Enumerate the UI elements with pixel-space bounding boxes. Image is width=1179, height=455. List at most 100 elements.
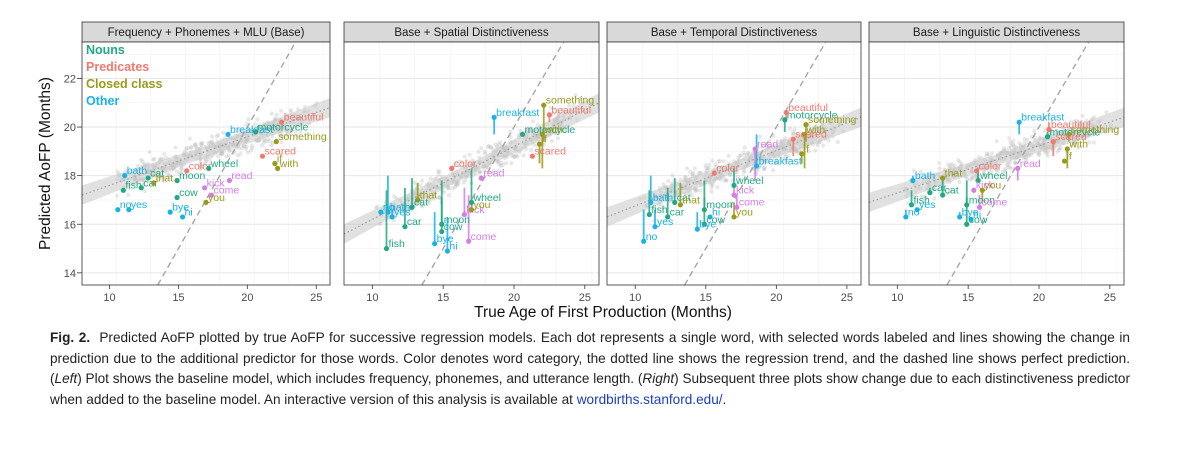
legend-item: Closed class <box>86 77 162 91</box>
word-point-moon <box>174 177 180 184</box>
legend: Nouns Predicates Closed class Other <box>86 43 162 108</box>
background-point <box>198 161 203 166</box>
background-point <box>771 160 776 165</box>
background-point <box>162 152 167 157</box>
background-point <box>1055 149 1060 154</box>
background-point <box>161 178 166 183</box>
background-point <box>762 165 767 170</box>
word-label-cat: cat <box>945 185 959 197</box>
background-point <box>726 153 731 158</box>
background-point <box>493 142 498 147</box>
word-point-kick <box>971 187 977 193</box>
background-point <box>193 145 198 150</box>
background-point <box>1036 152 1041 158</box>
figure-caption: Fig. 2. Predicted AoFP plotted by true A… <box>50 328 1130 410</box>
background-point <box>812 148 818 153</box>
word-point-moon <box>964 202 970 208</box>
caption-text: Predicted AoFP plotted by true AoFP for … <box>50 330 1130 386</box>
word-point-fish <box>120 187 126 193</box>
background-point <box>1080 113 1085 119</box>
background-point <box>781 156 786 161</box>
background-point <box>253 122 258 127</box>
perfect-prediction-line <box>421 42 565 285</box>
background-point <box>236 145 242 151</box>
background-point <box>820 143 826 148</box>
background-point <box>715 185 720 190</box>
background-point <box>1036 152 1041 157</box>
background-point <box>1091 115 1097 120</box>
y-tick-label: 20 <box>64 122 76 134</box>
background-point <box>1074 118 1079 123</box>
background-point <box>1045 149 1051 154</box>
caption-link[interactable]: wordbirths.stanford.edu/ <box>576 391 723 407</box>
background-point <box>241 144 246 149</box>
background-point <box>426 197 431 202</box>
background-point <box>989 151 994 156</box>
word-point-cow <box>701 221 707 227</box>
panel-frame <box>343 41 600 286</box>
background-point <box>460 160 465 165</box>
background-point <box>911 168 916 173</box>
background-point <box>549 138 555 144</box>
word-point-if <box>536 141 543 147</box>
background-point <box>528 126 533 131</box>
panel-frame <box>868 41 1125 286</box>
word-label-scared: scared <box>795 129 827 141</box>
word-point-fish <box>646 211 652 218</box>
background-point <box>573 93 578 98</box>
word-point-color <box>184 168 190 174</box>
background-point <box>200 140 205 145</box>
word-point-that <box>151 180 157 186</box>
word-point-cow <box>174 194 180 201</box>
background-point <box>1032 128 1037 133</box>
background-point <box>248 148 253 153</box>
panel-title: Frequency + Phonemes + MLU (Base) <box>108 27 305 39</box>
background-point <box>924 195 929 200</box>
background-point <box>207 140 212 145</box>
word-label-yes: yes <box>919 199 935 211</box>
background-point <box>945 162 951 167</box>
background-point <box>496 161 502 167</box>
panel-1: Frequency + Phonemes + MLU (Base) bath cat… <box>81 21 331 304</box>
word-point-hi <box>707 214 713 220</box>
background-point <box>1072 119 1077 124</box>
background-point <box>215 132 221 138</box>
background-point <box>977 155 982 160</box>
background-point <box>532 143 537 148</box>
panel-frame <box>606 41 862 286</box>
word-point-color <box>974 168 980 174</box>
word-point-beautiful <box>279 119 285 125</box>
word-label-cow: cow <box>969 214 988 226</box>
x-tick-label: 25 <box>579 292 591 304</box>
word-point-yes <box>914 207 920 213</box>
background-point <box>198 166 203 171</box>
background-point <box>437 169 442 174</box>
word-label-color: color <box>979 160 1002 172</box>
word-point-bye <box>167 209 173 215</box>
background-point <box>498 140 503 145</box>
background-point <box>742 145 747 150</box>
background-point <box>179 166 184 172</box>
word-point-moon <box>701 207 707 213</box>
word-label-cow: cow <box>179 187 198 199</box>
background-point <box>503 161 509 166</box>
x-tick-label: 15 <box>172 292 184 304</box>
background-point <box>792 127 797 132</box>
confidence-band <box>344 93 599 244</box>
background-point <box>1006 165 1011 170</box>
background-point <box>707 162 712 167</box>
background-point <box>453 182 458 187</box>
background-point <box>742 152 747 158</box>
background-point <box>704 165 709 170</box>
word-label-breakfast: breakfast <box>496 107 539 119</box>
word-point-read <box>226 177 233 184</box>
background-point <box>420 204 425 209</box>
background-point <box>995 165 1000 170</box>
background-point <box>461 180 466 185</box>
background-point <box>177 171 182 176</box>
background-point <box>783 154 788 159</box>
background-point <box>995 168 1001 173</box>
word-point-moon <box>439 221 445 227</box>
background-point <box>436 194 442 199</box>
background-point <box>683 175 688 180</box>
